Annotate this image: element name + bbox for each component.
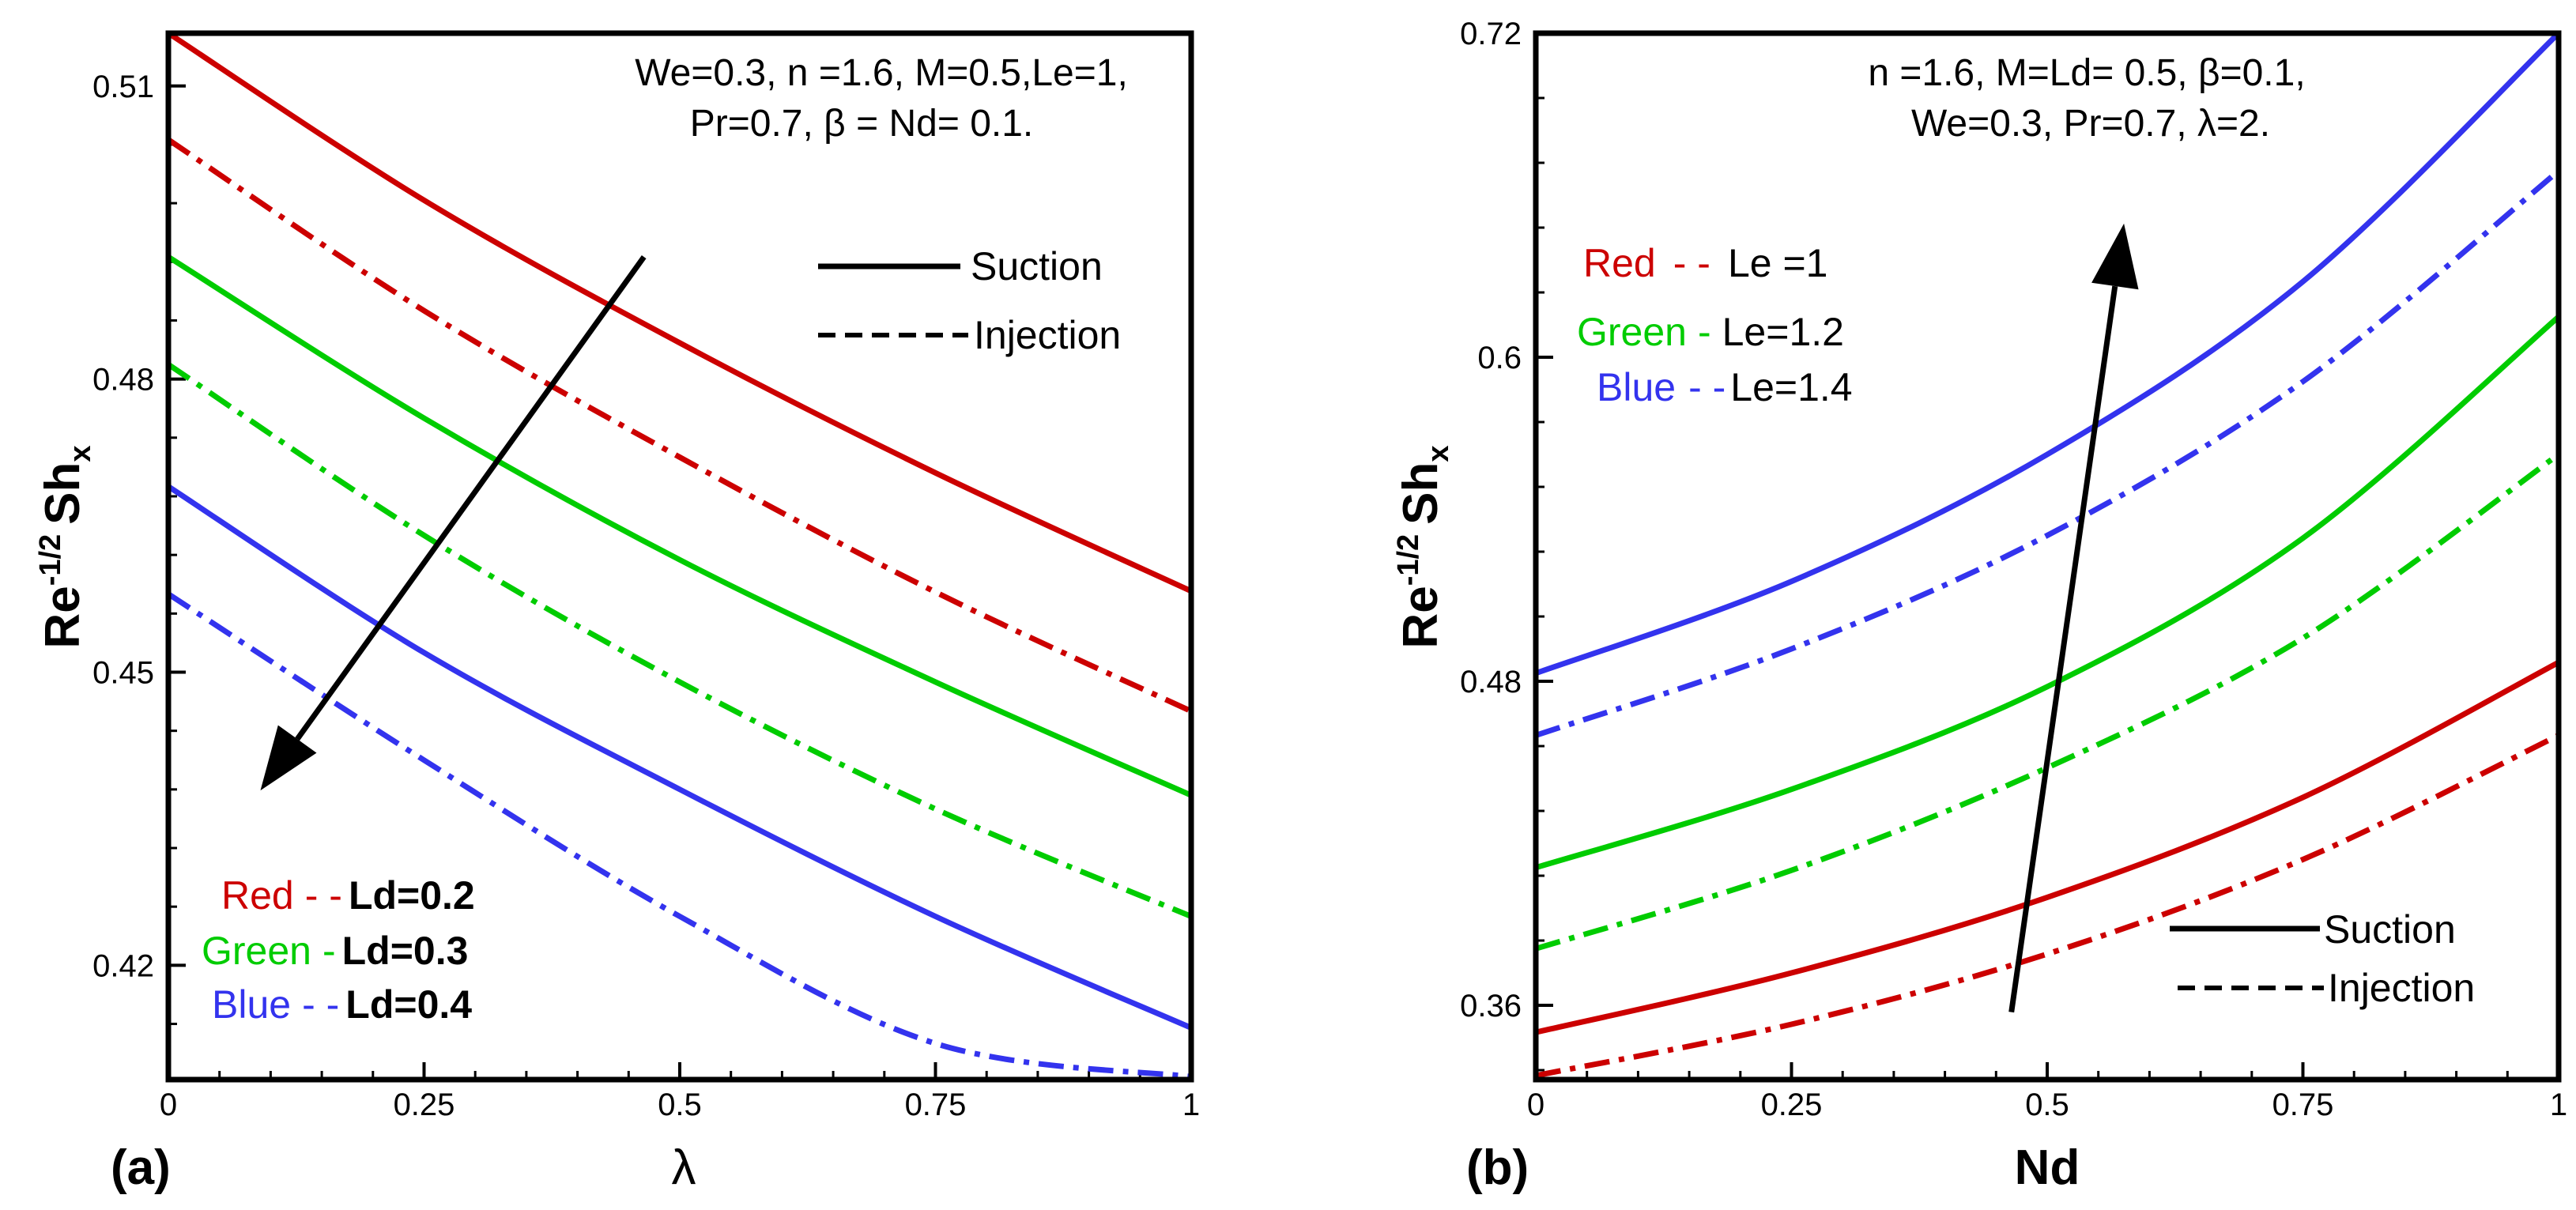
panel-b-trend-arrow-shaft — [2008, 285, 2118, 1013]
panel-a-color-legend: Red - - Ld=0.2 Green - Ld=0.3 Blue - - Ld=0.4 — [202, 873, 475, 1027]
panel-a-frame — [165, 30, 1194, 1083]
panel-a-ylabel: Re-1/2Shx — [34, 445, 97, 648]
panel-b-color-legend: Red - - Le =1 Green - Le=1.2 Blue - - Le=1.4 — [1577, 241, 1853, 409]
panel-b-legend-green-param: Le=1.2 — [1722, 310, 1844, 354]
panel-b-series-2 — [1534, 315, 2561, 871]
panel-b-ytick-label-2: 0.6 — [1477, 341, 1522, 375]
panel-b-legend-injection-label: Injection — [2328, 966, 2475, 1010]
panel-a-series-0 — [167, 31, 1193, 594]
panel-b-plot: 0 0.25 0.5 0.75 1 0.36 0.48 0.6 0.72 — [1460, 17, 2567, 1122]
panel-a-params-line1: We=0.3, n =1.6, M=0.5,Le=1, — [635, 52, 1128, 94]
panel-a-legend-red-sep: - - — [305, 873, 342, 918]
panel-a-series-1 — [167, 137, 1193, 714]
panel-a-params-line2: Pr=0.7, β = Nd= 0.1. — [690, 103, 1034, 145]
panel-a-legend-green-sep: - — [322, 929, 336, 973]
panel-a-xtick-label-1: 0.25 — [394, 1087, 455, 1122]
panel-b-label: (b) — [1466, 1140, 1529, 1195]
panel-b-params-line2: We=0.3, Pr=0.7, λ=2. — [1911, 103, 2270, 145]
panel-b-xlabel: Nd — [2015, 1140, 2080, 1195]
panel-a-legend-blue-param: Ld=0.4 — [345, 982, 472, 1027]
panel-a-legend-injection-label: Injection — [974, 313, 1121, 357]
panel-a-series-3 — [167, 362, 1193, 919]
panel-b-params-line1: n =1.6, M=Ld= 0.5, β=0.1, — [1868, 52, 2305, 94]
panel-a-label: (a) — [111, 1140, 171, 1195]
panel-b-ytick-label-0: 0.36 — [1460, 989, 1522, 1023]
panel-b-legend-red-param: Le =1 — [1728, 241, 1828, 285]
panel-b-legend-blue: Blue - - Le=1.4 — [1597, 365, 1853, 409]
panel-a: Re-1/2Shx 0 0.25 0.5 0.75 10.420.450.480.51 … — [34, 30, 1200, 1195]
panel-b-legend-blue-param: Le=1.4 — [1730, 365, 1852, 409]
panel-a-xtick-label-4: 1 — [1182, 1087, 1200, 1122]
panel-b-xtick-label-4: 1 — [2550, 1087, 2567, 1122]
panel-a-ytick-label-3: 0.51 — [92, 70, 154, 104]
panel-a-style-legend: Suction Injection — [818, 244, 1121, 357]
panel-a-ytick-label-0: 0.42 — [92, 948, 154, 983]
panel-b-xtick-label-0: 0 — [1527, 1087, 1544, 1122]
panel-b-xtick-label-2: 0.5 — [2025, 1087, 2069, 1122]
panel-a-trend-arrow-shaft — [295, 255, 647, 741]
panel-b-legend-suction-label: Suction — [2324, 907, 2456, 952]
panel-b-xtick-label-1: 0.25 — [1761, 1087, 1823, 1122]
panel-a-legend-red-name: Red — [221, 873, 294, 918]
panel-a-series-2 — [167, 254, 1193, 798]
panel-b-legend-green-sep: - — [1698, 310, 1711, 354]
panel-a-xlabel: λ — [672, 1140, 696, 1195]
panel-b-legend-red: Red - - Le =1 — [1583, 241, 1827, 285]
panel-a-series-4 — [167, 484, 1193, 1031]
panel-b-series-1 — [1535, 733, 2560, 1079]
panel-a-legend-red-param: Ld=0.2 — [349, 873, 475, 918]
panel-b-legend-blue-name: Blue — [1597, 365, 1676, 409]
panel-a-legend-blue: Blue - - Ld=0.4 — [212, 982, 472, 1027]
panel-a-legend-green: Green - Ld=0.3 — [202, 929, 468, 973]
panel-b-trend-arrow-head — [2091, 223, 2139, 290]
panel-a-xtick-label-2: 0.5 — [658, 1087, 702, 1122]
panel-b-legend-red-sep: - - — [1673, 241, 1710, 285]
panel-a-xtick-label-0: 0 — [160, 1087, 177, 1122]
panel-a-legend-red: Red - - Ld=0.2 — [221, 873, 475, 918]
panel-a-legend-blue-sep: - - — [302, 982, 339, 1027]
panel-a-legend-suction-label: Suction — [971, 244, 1103, 288]
panel-b-series-0 — [1535, 660, 2560, 1035]
panel-b-series-5 — [1534, 168, 2561, 738]
panel-b-series-4 — [1534, 31, 2561, 677]
panel-a-ytick-label-2: 0.48 — [92, 363, 154, 398]
panel-a-legend-green-param: Ld=0.3 — [342, 929, 469, 973]
panel-b-style-legend: Suction Injection — [2170, 907, 2475, 1010]
panel-a-xtick-label-3: 0.75 — [905, 1087, 967, 1122]
panel-b-ytick-label-3: 0.72 — [1460, 17, 1522, 51]
panel-a-trend-arrow-head — [260, 725, 317, 791]
panel-b-ylabel: Re-1/2Shx — [1392, 445, 1455, 648]
panel-b-xtick-label-3: 0.75 — [2272, 1087, 2334, 1122]
panel-b: Re-1/2Shx 0 0.25 0.5 0.75 1 0.36 0.48 0.6 0.72 n… — [1392, 17, 2567, 1195]
panel-b-ytick-label-1: 0.48 — [1460, 665, 1522, 699]
panel-a-series-5 — [167, 591, 1192, 1080]
panel-b-legend-green-name: Green — [1577, 310, 1687, 354]
panel-b-legend-blue-sep: - - — [1688, 365, 1726, 409]
panel-a-plot: 0 0.25 0.5 0.75 1 0.42 0.45 0.48 0.51 — [92, 31, 1200, 1122]
panel-b-legend-green: Green - Le=1.2 — [1577, 310, 1844, 354]
panel-b-legend-red-name: Red — [1583, 241, 1656, 285]
panel-b-frame — [1533, 30, 2562, 1083]
panel-a-legend-green-name: Green — [202, 929, 311, 973]
panel-a-legend-blue-name: Blue — [212, 982, 291, 1027]
panel-a-ytick-label-1: 0.45 — [92, 655, 154, 690]
